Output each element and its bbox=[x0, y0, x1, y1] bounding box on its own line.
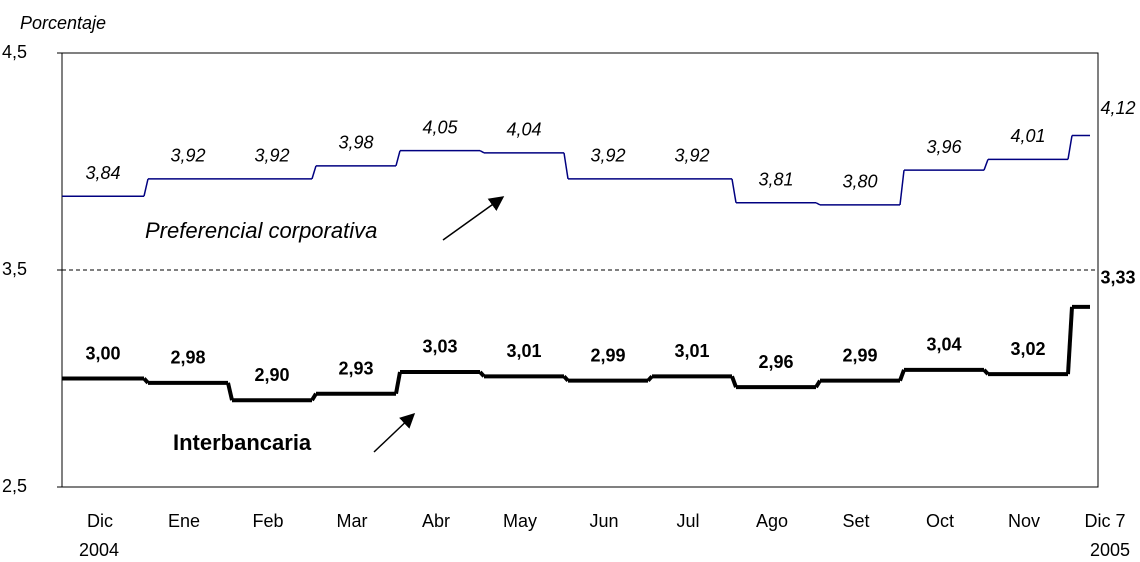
data-label: 4,04 bbox=[506, 120, 541, 140]
y-tick-label: 3,5 bbox=[2, 259, 27, 279]
step-riser bbox=[226, 382, 234, 401]
data-label: 3,04 bbox=[926, 335, 961, 355]
step-riser bbox=[142, 377, 150, 385]
x-tick-label: May bbox=[503, 511, 537, 531]
y-axis-label: Porcentaje bbox=[20, 13, 106, 33]
step-riser bbox=[899, 170, 905, 205]
data-label: 3,01 bbox=[674, 341, 709, 361]
y-tick-label: 2,5 bbox=[2, 476, 27, 496]
step-riser bbox=[1066, 306, 1074, 375]
step-riser bbox=[311, 165, 317, 180]
data-label: 3,80 bbox=[842, 172, 877, 192]
data-label: 3,81 bbox=[758, 169, 793, 189]
data-label: 3,92 bbox=[590, 146, 625, 166]
step-riser bbox=[479, 149, 485, 154]
data-label: 3,98 bbox=[338, 133, 373, 153]
data-label: 4,01 bbox=[1010, 126, 1045, 146]
step-riser bbox=[731, 178, 737, 203]
step-riser bbox=[730, 375, 738, 388]
step-riser bbox=[478, 370, 486, 378]
series-label: Interbancaria bbox=[173, 430, 312, 455]
x-tick-label: Oct bbox=[926, 511, 954, 531]
x-tick-label: Ago bbox=[756, 511, 788, 531]
x-year-label: 2005 bbox=[1090, 540, 1130, 560]
data-label: 3,92 bbox=[674, 146, 709, 166]
step-riser bbox=[563, 152, 569, 179]
step-riser bbox=[394, 371, 402, 395]
step-riser bbox=[982, 368, 990, 376]
series-label: Preferencial corporativa bbox=[145, 218, 377, 243]
data-label: 2,90 bbox=[254, 365, 289, 385]
data-label: 2,96 bbox=[758, 352, 793, 372]
x-tick-label: Abr bbox=[422, 511, 450, 531]
x-tick-label: Mar bbox=[337, 511, 368, 531]
data-label: 4,12 bbox=[1100, 98, 1135, 118]
step-riser bbox=[898, 369, 906, 382]
x-tick-label: Set bbox=[842, 511, 869, 531]
data-label: 3,00 bbox=[85, 343, 120, 363]
data-label: 2,98 bbox=[170, 348, 205, 368]
data-label: 3,84 bbox=[85, 163, 120, 183]
x-tick-label: Jul bbox=[676, 511, 699, 531]
data-label: 3,02 bbox=[1010, 339, 1045, 359]
data-label: 2,99 bbox=[590, 345, 625, 365]
step-riser bbox=[395, 150, 401, 167]
step-riser bbox=[143, 178, 149, 197]
data-label: 2,93 bbox=[338, 358, 373, 378]
data-label: 3,92 bbox=[254, 146, 289, 166]
x-tick-label: Feb bbox=[252, 511, 283, 531]
data-label: 3,33 bbox=[1100, 268, 1135, 288]
step-riser bbox=[815, 202, 821, 206]
step-riser bbox=[1067, 135, 1073, 160]
step-riser bbox=[310, 392, 318, 402]
step-riser bbox=[562, 374, 570, 383]
x-year-label: 2004 bbox=[79, 540, 119, 560]
x-tick-label: Dic bbox=[87, 511, 113, 531]
y-tick-label: 4,5 bbox=[2, 42, 27, 62]
data-label: 2,99 bbox=[842, 345, 877, 365]
step-riser bbox=[983, 159, 989, 171]
step-riser bbox=[646, 374, 654, 383]
data-label: 4,05 bbox=[422, 117, 458, 137]
x-tick-label: Jun bbox=[589, 511, 618, 531]
step-riser bbox=[814, 379, 822, 389]
arrow bbox=[373, 412, 416, 453]
data-label: 3,92 bbox=[170, 146, 205, 166]
arrow bbox=[442, 196, 505, 241]
x-tick-label: Nov bbox=[1008, 511, 1040, 531]
x-tick-label: Dic 7 bbox=[1084, 511, 1125, 531]
data-label: 3,03 bbox=[422, 337, 457, 357]
data-label: 3,96 bbox=[926, 137, 962, 157]
data-label: 3,01 bbox=[506, 341, 541, 361]
x-tick-label: Ene bbox=[168, 511, 200, 531]
